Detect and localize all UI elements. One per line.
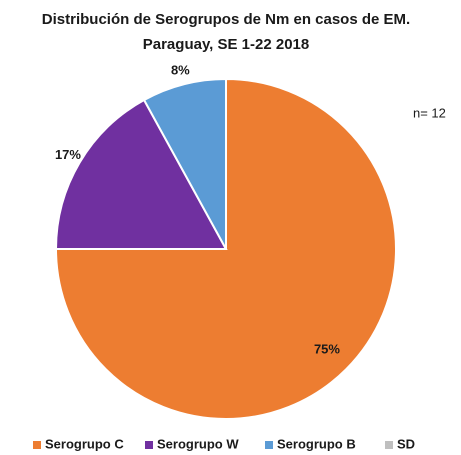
legend-label: Serogrupo W xyxy=(157,436,239,451)
pie-slice xyxy=(54,77,397,420)
data-label: 8% xyxy=(171,63,190,78)
data-label: 75% xyxy=(314,341,340,356)
data-label: 17% xyxy=(55,147,81,162)
legend-label: Serogrupo C xyxy=(45,436,124,451)
annotation: n= 12 xyxy=(413,105,446,120)
legend-marker xyxy=(33,441,41,449)
chart-title: Distribución de Serogrupos de Nm en caso… xyxy=(42,11,410,28)
pie-slice xyxy=(54,98,228,250)
legend-marker xyxy=(145,441,153,449)
legend-label: Serogrupo B xyxy=(277,436,356,451)
legend-marker xyxy=(385,441,393,449)
legend-marker xyxy=(265,441,273,449)
legend-label: SD xyxy=(397,436,415,451)
chart-subtitle: Paraguay, SE 1-22 2018 xyxy=(143,36,310,53)
